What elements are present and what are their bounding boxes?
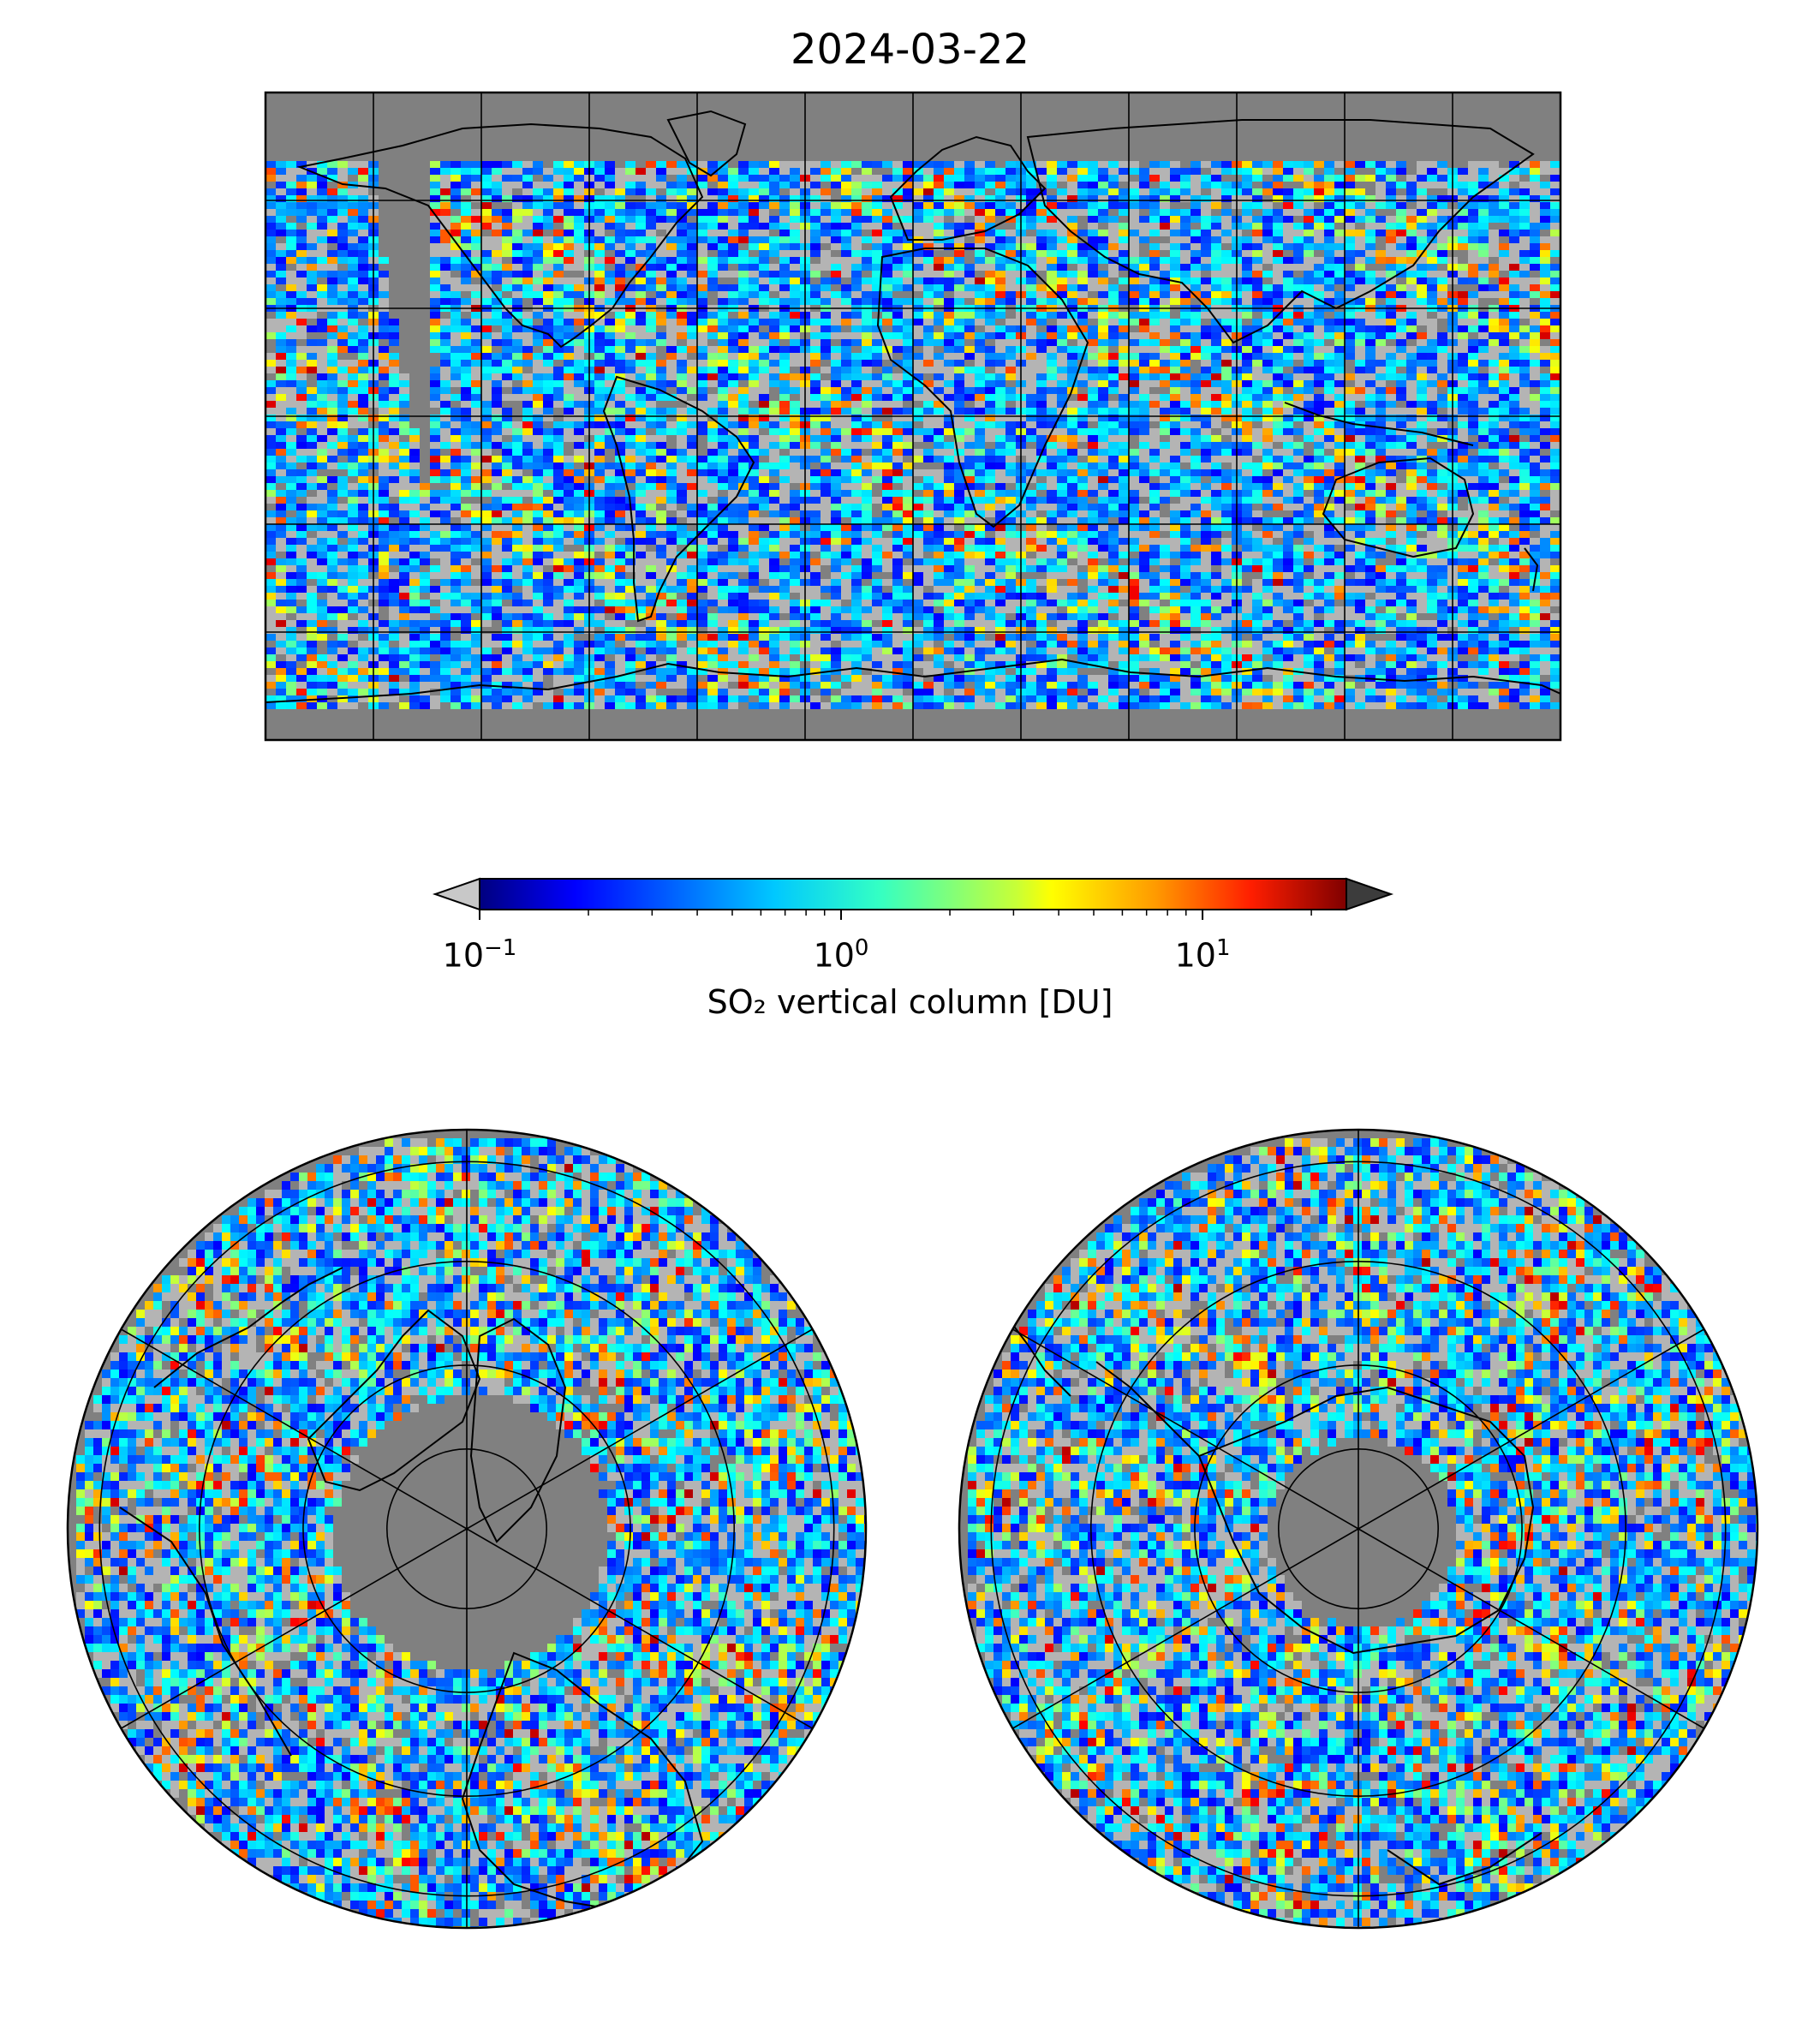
coastline-north-america-polar [119,1507,292,1757]
colorbar-outline [479,878,1347,910]
colorbar-label: SO₂ vertical column [DU] [0,983,1820,1021]
colorbar-over-extension [1346,877,1394,911]
meridian-line [121,1328,468,1530]
north-polar-so2-pixels [76,1138,866,1928]
meridian-line [1012,1528,1359,1729]
global-map-frame [264,91,1562,742]
meridian-line [466,1528,813,1729]
coastline-indonesia [1284,402,1474,446]
coastline-alaska-polar [153,1267,343,1388]
coastline-new-zealand [1524,547,1539,592]
colorbar [432,877,1394,920]
colorbar-under-extension [432,877,480,911]
coastline-arctic-canada [307,1309,481,1492]
figure-title: 2024-03-22 [0,26,1820,74]
colorbar-tick-label: 10−1 [443,935,517,975]
south-polar-gridlines [990,1130,1727,1928]
coastline-australia-polar [1387,1832,1543,1886]
colorbar-tick-label: 100 [814,935,869,975]
meridian-line [1012,1328,1359,1530]
meridian-line [1358,1528,1704,1729]
meridian-line [466,1328,813,1530]
coastline-greenland-polar [469,1317,567,1543]
south-polar-so2-pixels [968,1138,1757,1928]
coastline-greenland [666,110,747,177]
coastline-australia [1322,457,1475,558]
coastline-antarctica-polar [1197,1386,1535,1655]
colorbar-tick-label: 101 [1175,935,1231,975]
coastline-south-america [602,375,755,623]
colorbar-gradient [480,879,1346,910]
coastline-south-america-polar [1001,1310,1071,1397]
south-polar-frame [958,1128,1759,1930]
south-polar-coastlines [1001,1310,1543,1886]
coastline-antarctica [266,658,1560,703]
north-polar-gridlines [98,1130,835,1928]
meridian-line [1358,1328,1704,1530]
colorbar-ticks [479,910,1312,920]
north-polar-map [66,1128,868,1930]
coastline-antarctic-peninsula [1095,1361,1200,1457]
north-polar-frame [66,1128,868,1930]
south-polar-map [958,1128,1759,1930]
meridian-line [121,1528,468,1729]
coastline-europe [889,135,1047,241]
global-map [264,91,1562,742]
